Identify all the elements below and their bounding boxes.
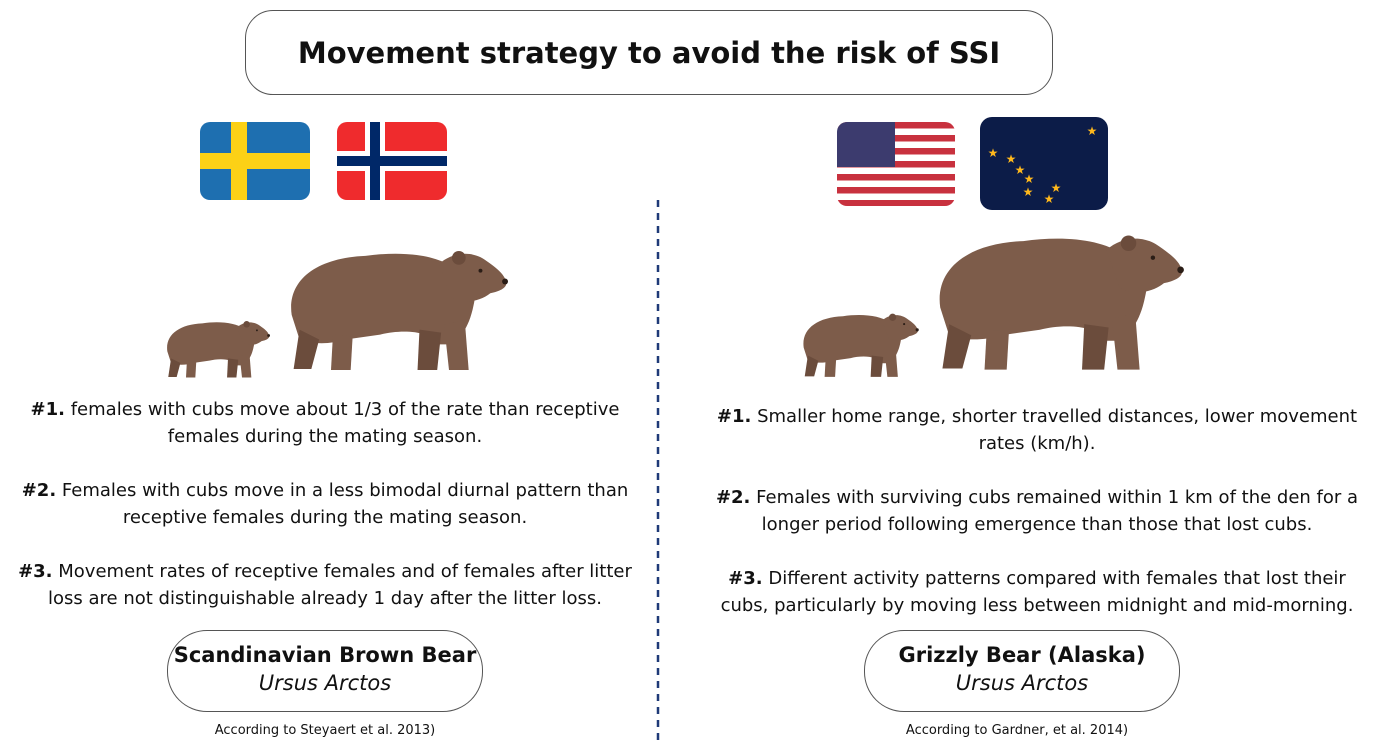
citation: According to Gardner, et al. 2014) [905,723,1129,738]
bear-adult [939,235,1184,370]
point-label: #1. [30,399,65,420]
point: #1. Smaller home range, shorter travelle… [702,403,1372,457]
bear-adult [291,251,508,370]
svg-text:★: ★ [1006,152,1017,166]
bear-cub [803,313,919,377]
svg-text:★: ★ [1023,185,1034,199]
right-points: #1. Smaller home range, shorter travelle… [702,403,1372,646]
point: #3. Movement rates of receptive females … [12,558,638,612]
point-text: females with cubs move about 1/3 of the … [70,399,620,447]
point: #1. females with cubs move about 1/3 of … [12,396,638,450]
alaska-stars: ★★ ★ ★★★ ★★ [988,124,1098,206]
point-text: Movement rates of receptive females and … [48,561,632,609]
point-label: #2. [715,487,751,508]
bear-cub [167,321,270,378]
point: #3. Different activity patterns compared… [702,565,1372,619]
svg-text:★: ★ [1087,124,1098,138]
title: Movement strategy to avoid the risk of S… [245,10,1053,95]
point-label: #1. [716,406,752,427]
svg-text:★: ★ [988,146,999,160]
point: #2. Females with cubs move in a less bim… [12,477,638,531]
name-box: Grizzly Bear (Alaska) Ursus Arctos [864,630,1180,712]
point-label: #2. [21,480,57,501]
flag-sweden [200,122,310,200]
svg-text:★: ★ [1015,163,1026,177]
flag-norway [337,122,447,200]
point-label: #3. [728,568,763,589]
point-text: Different activity patterns compared wit… [720,568,1354,616]
citation: According to Steyaert et al. 2013) [214,723,436,738]
flag-alaska [980,117,1108,210]
species: Ursus Arctos [258,671,392,695]
svg-text:★: ★ [1024,172,1035,186]
point: #2. Females with surviving cubs remained… [702,484,1372,538]
bear-name: Grizzly Bear (Alaska) [898,643,1146,667]
bear-name: Scandinavian Brown Bear [173,643,477,667]
left-points: #1. females with cubs move about 1/3 of … [12,396,638,639]
species: Ursus Arctos [955,671,1089,695]
flag-usa [837,122,955,206]
svg-text:★: ★ [1044,192,1055,206]
svg-text:★: ★ [1051,181,1062,195]
point-label: #3. [18,561,53,582]
name-box: Scandinavian Brown Bear Ursus Arctos [167,630,483,712]
point-text: Females with surviving cubs remained wit… [756,487,1359,535]
point-text: Smaller home range, shorter travelled di… [757,406,1358,454]
point-text: Females with cubs move in a less bimodal… [61,480,629,528]
